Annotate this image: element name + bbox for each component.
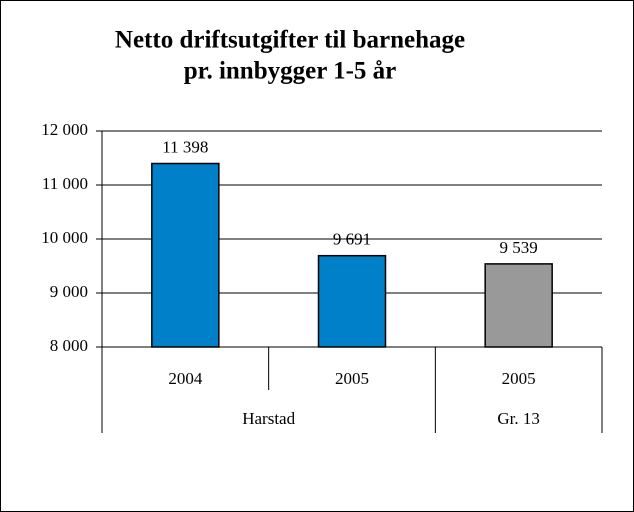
y-tick-label: 11 000 xyxy=(42,174,88,193)
y-tick-label: 9 000 xyxy=(50,282,88,301)
x-tick-label: 2005 xyxy=(502,369,536,388)
chart-title: Netto driftsutgifter til barnehage xyxy=(115,27,465,54)
x-tick-label: 2004 xyxy=(168,369,203,388)
group-label: Gr. 13 xyxy=(497,409,540,428)
bar xyxy=(317,254,387,348)
bar xyxy=(484,263,553,348)
chart-title: pr. innbygger 1-5 år xyxy=(184,58,397,85)
y-tick-label: 10 000 xyxy=(41,228,88,247)
group-label: Harstad xyxy=(242,409,295,428)
y-tick-label: 12 000 xyxy=(41,120,88,139)
y-tick-label: 8 000 xyxy=(50,336,88,355)
data-label: 9 539 xyxy=(500,238,538,257)
bar xyxy=(151,162,220,348)
data-label: 9 691 xyxy=(333,230,371,249)
x-tick-label: 2005 xyxy=(335,369,369,388)
data-label: 11 398 xyxy=(162,137,208,156)
